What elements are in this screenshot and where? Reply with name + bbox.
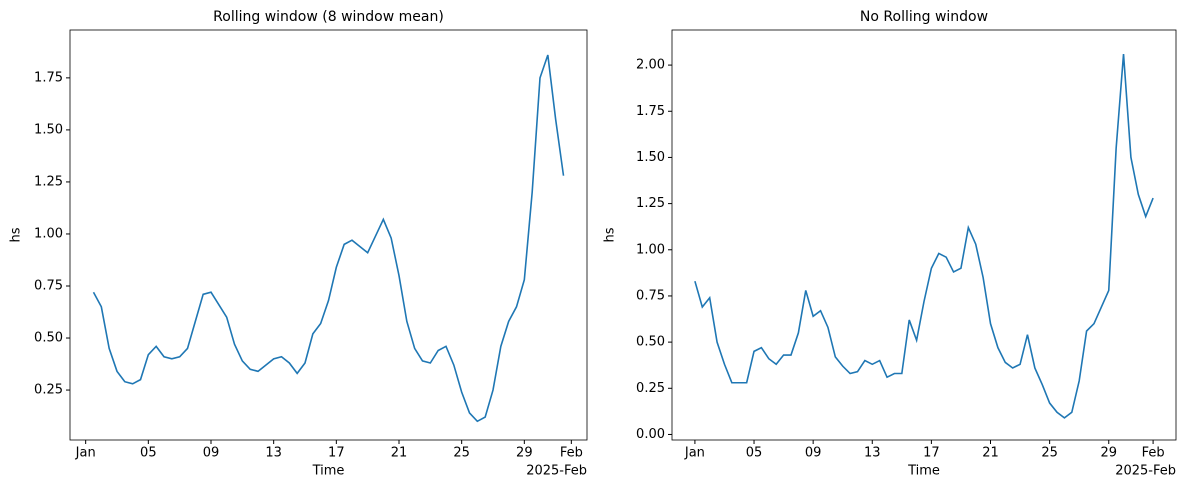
y-axis-label: hs <box>9 227 24 242</box>
x-tick-label: Feb <box>560 446 583 461</box>
axes-frame <box>69 29 588 441</box>
x-tick-label: 21 <box>391 446 408 461</box>
y-tick-label: 0.00 <box>636 427 665 442</box>
x-tick-label: 21 <box>982 446 999 461</box>
y-tick-label: 1.75 <box>34 70 63 85</box>
y-tick-label: 1.00 <box>34 226 63 241</box>
y-tick-label: 0.25 <box>34 383 63 398</box>
y-tick-label: 0.75 <box>34 278 63 293</box>
y-tick-label: 2.00 <box>636 58 665 73</box>
x-tick-label: 05 <box>746 446 763 461</box>
x-tick-label: 29 <box>1100 446 1117 461</box>
y-tick-label: 1.00 <box>636 242 665 257</box>
x-tick-label: 13 <box>265 446 282 461</box>
x-tick-label: Jan <box>75 446 96 461</box>
y-tick-label: 1.25 <box>636 196 665 211</box>
x-tick-label: Feb <box>1142 446 1165 461</box>
x-tick-label: 25 <box>1041 446 1058 461</box>
chart-title: Rolling window (8 window mean) <box>213 9 444 25</box>
y-tick-label: 0.75 <box>636 288 665 303</box>
y-tick-label: 0.25 <box>636 381 665 396</box>
x-offset-label: 2025-Feb <box>1115 464 1176 479</box>
x-tick-label: 09 <box>203 446 220 461</box>
x-tick-label: 17 <box>923 446 940 461</box>
y-tick-label: 1.75 <box>636 104 665 119</box>
x-tick-label: 29 <box>516 446 533 461</box>
x-tick-label: 17 <box>328 446 345 461</box>
y-tick-label: 0.50 <box>34 331 63 346</box>
y-tick-label: 1.25 <box>34 174 63 189</box>
y-axis-label: hs <box>603 227 618 242</box>
y-tick-label: 0.50 <box>636 335 665 350</box>
x-tick-label: 09 <box>805 446 822 461</box>
x-tick-label: Jan <box>684 446 705 461</box>
series-line <box>92 54 565 423</box>
x-axis-label: Time <box>312 464 345 479</box>
x-tick-label: 05 <box>140 446 157 461</box>
y-tick-label: 1.50 <box>636 150 665 165</box>
x-tick-label: 13 <box>864 446 881 461</box>
x-axis-label: Time <box>907 464 940 479</box>
y-tick-label: 1.50 <box>34 122 63 137</box>
series-line <box>694 53 1154 419</box>
axes-frame <box>671 29 1177 441</box>
chart-title: No Rolling window <box>860 9 988 25</box>
x-offset-label: 2025-Feb <box>526 464 587 479</box>
x-tick-label: 25 <box>453 446 470 461</box>
